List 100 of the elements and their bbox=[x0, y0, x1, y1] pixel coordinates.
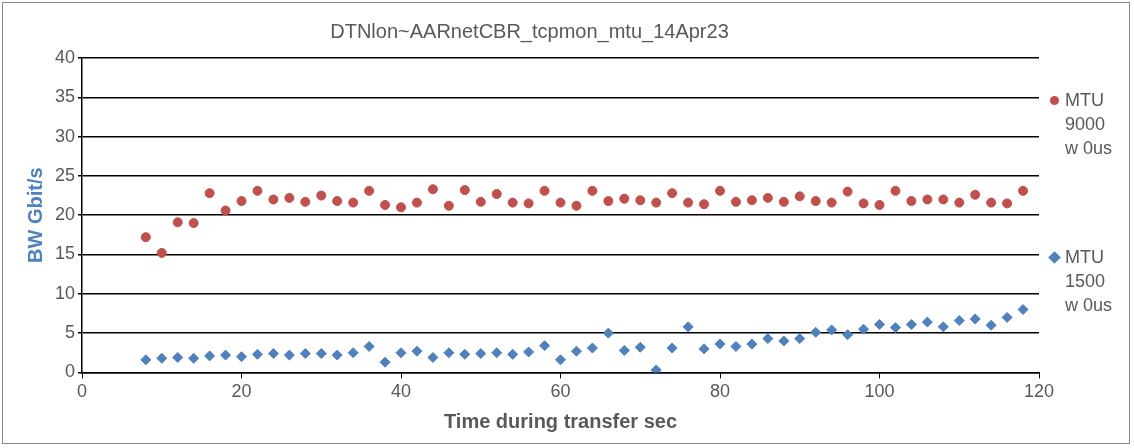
y-tick-label: 10 bbox=[54, 282, 76, 303]
point bbox=[810, 196, 821, 207]
x-axis-title: Time during transfer sec bbox=[443, 409, 678, 432]
point bbox=[571, 200, 582, 211]
point bbox=[570, 345, 582, 357]
point bbox=[842, 186, 853, 197]
point bbox=[1001, 311, 1013, 323]
point bbox=[682, 321, 694, 333]
point bbox=[172, 217, 183, 228]
point bbox=[890, 185, 901, 196]
point bbox=[778, 196, 789, 207]
point bbox=[586, 342, 598, 354]
point bbox=[698, 343, 710, 355]
point bbox=[347, 347, 359, 359]
point bbox=[140, 354, 152, 366]
point bbox=[459, 185, 470, 196]
point bbox=[699, 199, 710, 210]
point bbox=[650, 364, 662, 373]
point bbox=[300, 196, 311, 207]
point bbox=[746, 195, 757, 206]
point bbox=[475, 196, 486, 207]
point bbox=[826, 197, 837, 208]
x-tick-label: 100 bbox=[864, 381, 895, 402]
point bbox=[762, 192, 773, 203]
point bbox=[842, 329, 854, 341]
point bbox=[236, 196, 247, 207]
point bbox=[587, 185, 598, 196]
point bbox=[874, 199, 885, 210]
point bbox=[523, 346, 535, 358]
point bbox=[619, 193, 630, 204]
point bbox=[667, 188, 678, 199]
point bbox=[889, 322, 901, 334]
point bbox=[331, 349, 343, 361]
point bbox=[348, 197, 359, 208]
point bbox=[364, 185, 375, 196]
point bbox=[906, 196, 917, 207]
point bbox=[970, 189, 981, 200]
point bbox=[316, 190, 327, 201]
x-tick-label: 120 bbox=[1023, 381, 1055, 402]
point bbox=[267, 348, 279, 360]
point bbox=[379, 356, 391, 368]
legend-label: MTU 1500 w 0us bbox=[1065, 246, 1114, 318]
point bbox=[810, 326, 822, 338]
point bbox=[188, 218, 199, 229]
point bbox=[634, 341, 646, 353]
point bbox=[905, 318, 917, 330]
y-tick-label: 20 bbox=[54, 204, 76, 225]
point bbox=[220, 349, 232, 361]
point bbox=[507, 197, 518, 208]
point bbox=[140, 232, 151, 243]
point bbox=[826, 324, 838, 336]
x-tick-label: 40 bbox=[391, 381, 412, 402]
y-tick-label: 25 bbox=[54, 164, 76, 185]
point bbox=[922, 194, 933, 205]
point bbox=[937, 321, 949, 333]
point bbox=[794, 191, 805, 202]
point bbox=[507, 348, 519, 360]
x-tick-label: 60 bbox=[550, 381, 571, 402]
point bbox=[794, 333, 806, 345]
point bbox=[714, 338, 726, 350]
point bbox=[986, 197, 997, 208]
point bbox=[491, 188, 502, 199]
point bbox=[411, 197, 422, 208]
point bbox=[921, 316, 933, 328]
point bbox=[523, 198, 534, 209]
point bbox=[395, 347, 407, 359]
point bbox=[188, 352, 200, 364]
point bbox=[858, 323, 870, 335]
point bbox=[938, 194, 949, 205]
x-tick-label: 80 bbox=[709, 381, 731, 402]
point bbox=[555, 354, 567, 366]
point bbox=[443, 347, 455, 359]
y-tick-label: 5 bbox=[65, 322, 76, 343]
chart-title: DTNlon~AARnetCBR_tcpmon_mtu_14Apr23 bbox=[330, 19, 729, 43]
y-tick-label: 30 bbox=[54, 125, 76, 146]
point bbox=[156, 352, 168, 364]
point bbox=[1017, 304, 1029, 316]
point bbox=[315, 348, 327, 360]
point bbox=[874, 318, 885, 330]
y-tick-label: 0 bbox=[65, 361, 76, 382]
x-tick-label: 20 bbox=[231, 381, 252, 402]
point bbox=[969, 313, 981, 325]
point bbox=[427, 184, 438, 195]
point bbox=[380, 199, 391, 210]
y-tick-label: 15 bbox=[54, 243, 76, 264]
point bbox=[730, 196, 741, 207]
point bbox=[236, 351, 248, 363]
point bbox=[284, 192, 295, 203]
point bbox=[475, 348, 487, 360]
point bbox=[411, 345, 423, 357]
point bbox=[251, 348, 263, 360]
point bbox=[299, 348, 311, 360]
point bbox=[204, 188, 215, 199]
point bbox=[555, 197, 566, 208]
point bbox=[985, 319, 997, 331]
point bbox=[1018, 185, 1029, 196]
y-tick-label: 40 bbox=[54, 46, 76, 67]
point bbox=[427, 351, 439, 363]
point bbox=[396, 202, 407, 213]
point bbox=[363, 340, 375, 352]
